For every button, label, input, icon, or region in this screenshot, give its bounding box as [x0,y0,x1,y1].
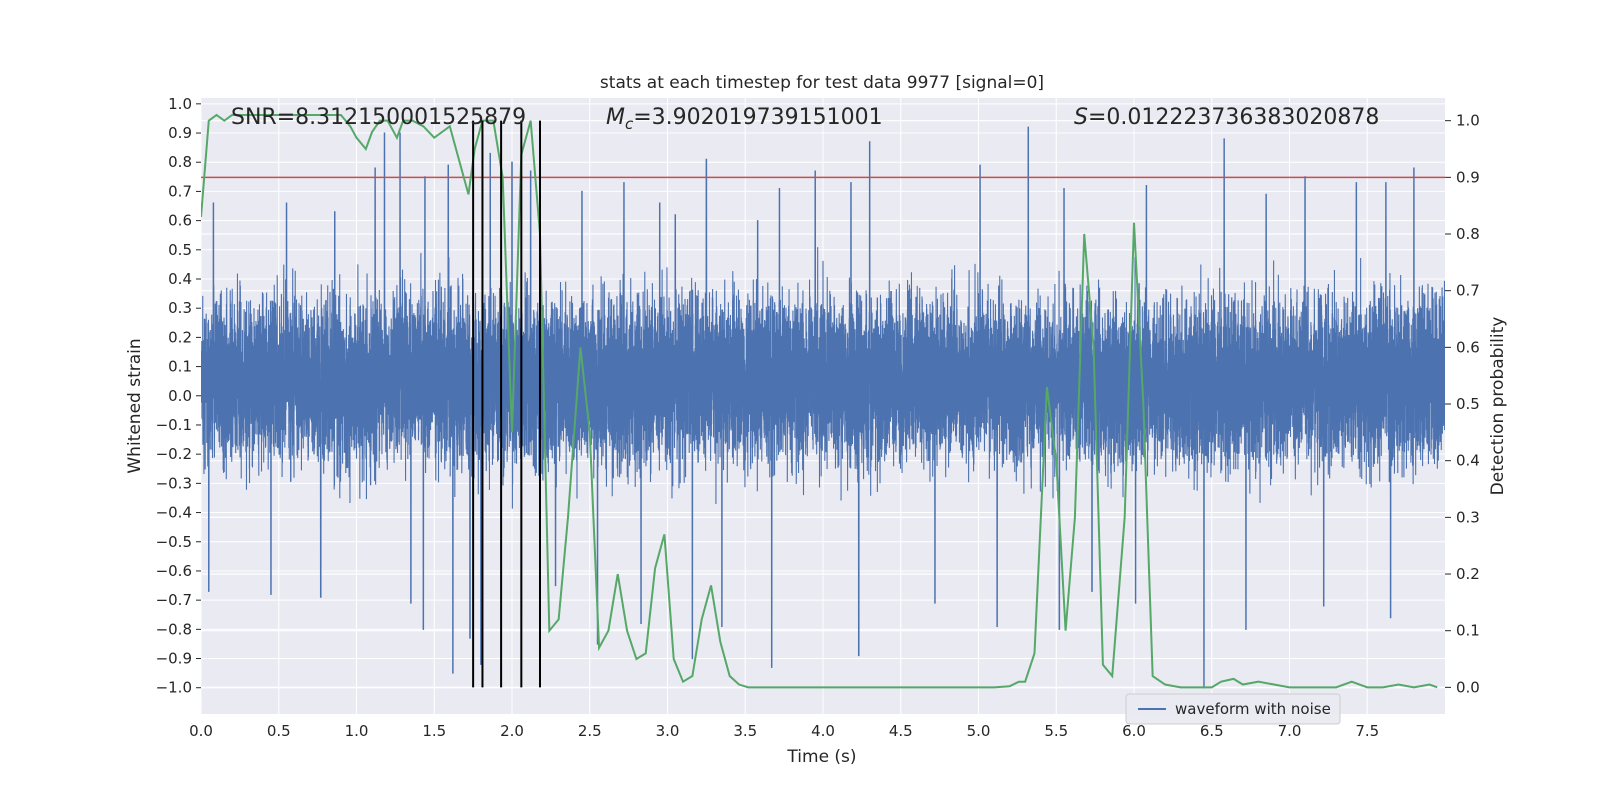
x-tick-label: 4.0 [811,722,835,740]
y2-tick-label: 0.4 [1456,452,1480,470]
chirp-mass-value: =3.902019739151001 [633,105,882,130]
chirp-mass-symbol: M [606,105,625,130]
x-axis-ticks: 0.0 0.5 1.0 1.5 2.0 2.5 3.0 3.5 4.0 4.5 5.0 5.5 6.0 6… [189,722,1379,740]
x-tick-label: 6.0 [1122,722,1146,740]
x-tick-label: 0.5 [267,722,291,740]
detection-probability-line [201,113,1438,689]
y2-tick-label: 0.5 [1456,395,1480,413]
y2-tick-label: 0.2 [1456,565,1480,583]
y2-axis-label: Detection probability [1488,317,1508,496]
y2-tick-label: 0.7 [1456,282,1480,300]
y-tick-label: −1.0 [156,679,192,697]
y-tick-label: −0.4 [156,504,192,522]
y-tick-label: 0.6 [168,212,192,230]
y-tick-label: 0.4 [168,270,192,288]
x-tick-label: 2.5 [578,722,602,740]
chart-title: stats at each timestep for test data 997… [600,73,1044,93]
y-tick-label: 0.0 [168,387,192,405]
y-tick-label: 0.9 [168,124,192,142]
x-tick-label: 1.0 [345,722,369,740]
waveform-line [201,126,1445,689]
y-tick-label: −0.6 [156,562,192,580]
x-tick-label: 7.5 [1355,722,1379,740]
y-tick-label: 0.1 [168,358,192,376]
y-tick-label: −0.9 [156,650,192,668]
x-tick-label: 2.0 [500,722,524,740]
y-tick-label: −0.2 [156,445,192,463]
y2-tick-label: 0.1 [1456,622,1480,640]
legend: waveform with noise [1125,693,1341,725]
chirp-mass-annotation: Mc=3.902019739151001 [606,105,883,133]
s-stat-annotation: S=0.012223736383020878 [1074,105,1379,130]
y2-tick-label: 0.0 [1456,678,1480,696]
x-tick-label: 3.5 [733,722,757,740]
x-tick-label: 1.5 [422,722,446,740]
y-axis-ticks: 1.0 0.9 0.8 0.7 0.6 0.5 0.4 0.3 0.2 0.1 0.0 −0.1 −0.… [156,95,201,697]
x-tick-label: 5.5 [1044,722,1068,740]
y-tick-label: 0.5 [168,241,192,259]
x-tick-label: 7.0 [1278,722,1302,740]
y-tick-label: 1.0 [168,95,192,113]
data-layer [201,113,1445,689]
y-axis-label: Whitened strain [125,338,145,473]
y2-tick-label: 1.0 [1456,112,1480,130]
y-tick-label: −0.5 [156,533,192,551]
y2-tick-label: 0.9 [1456,168,1480,186]
y-tick-label: −0.8 [156,620,192,638]
x-axis-label: Time (s) [786,747,856,767]
legend-box [1125,693,1341,725]
y2-tick-label: 0.8 [1456,225,1480,243]
x-tick-label: 5.0 [967,722,991,740]
y2-tick-label: 0.3 [1456,508,1480,526]
y-tick-label: −0.3 [156,474,192,492]
y-tick-label: −0.7 [156,591,192,609]
y-tick-label: 0.2 [168,328,192,346]
y-tick-label: 0.3 [168,299,192,317]
snr-annotation: SNR=8.312150001525879 [231,105,526,130]
y2-axis-ticks: 1.0 0.9 0.8 0.7 0.6 0.5 0.4 0.3 0.2 0.1 0.0 [1445,112,1480,696]
x-tick-label: 6.5 [1200,722,1224,740]
x-tick-label: 3.0 [656,722,680,740]
x-tick-label: 0.0 [189,722,213,740]
y2-tick-label: 0.6 [1456,338,1480,356]
chirp-mass-subscript: c [625,115,634,133]
y-tick-label: −0.1 [156,416,192,434]
y-tick-label: 0.7 [168,182,192,200]
x-tick-label: 4.5 [889,722,913,740]
s-stat-value: =0.012223736383020878 [1088,105,1379,130]
legend-label: waveform with noise [1175,700,1331,718]
y-tick-label: 0.8 [168,153,192,171]
s-stat-symbol: S [1074,105,1088,130]
